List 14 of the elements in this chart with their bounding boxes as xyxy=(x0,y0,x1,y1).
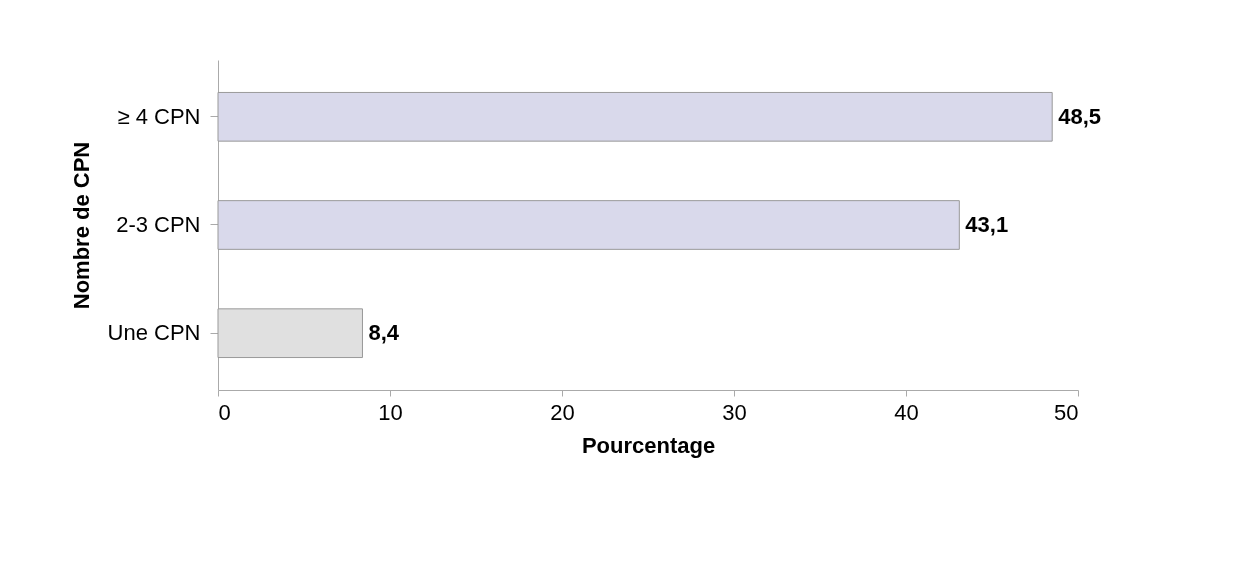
data-label: 8,4 xyxy=(368,320,400,346)
data-label: 48,5 xyxy=(1058,103,1102,129)
y-tick-label: Une CPN xyxy=(107,320,201,346)
x-tick-label: 0 xyxy=(218,399,231,425)
x-tick-label: 30 xyxy=(722,399,747,425)
x-tick-label: 10 xyxy=(378,399,403,425)
y-tick-label: 2-3 CPN xyxy=(116,212,201,237)
y-tick-label: ≥ 4 CPN xyxy=(117,103,201,129)
x-tick-label: 50 xyxy=(1054,399,1079,425)
x-tick-label: 40 xyxy=(894,399,919,425)
x-axis-title: Pourcentage xyxy=(581,432,716,458)
x-tick-label: 20 xyxy=(550,399,575,425)
y-axis-title: Nombre de CPN xyxy=(68,141,94,310)
data-label: 43,1 xyxy=(965,212,1009,237)
